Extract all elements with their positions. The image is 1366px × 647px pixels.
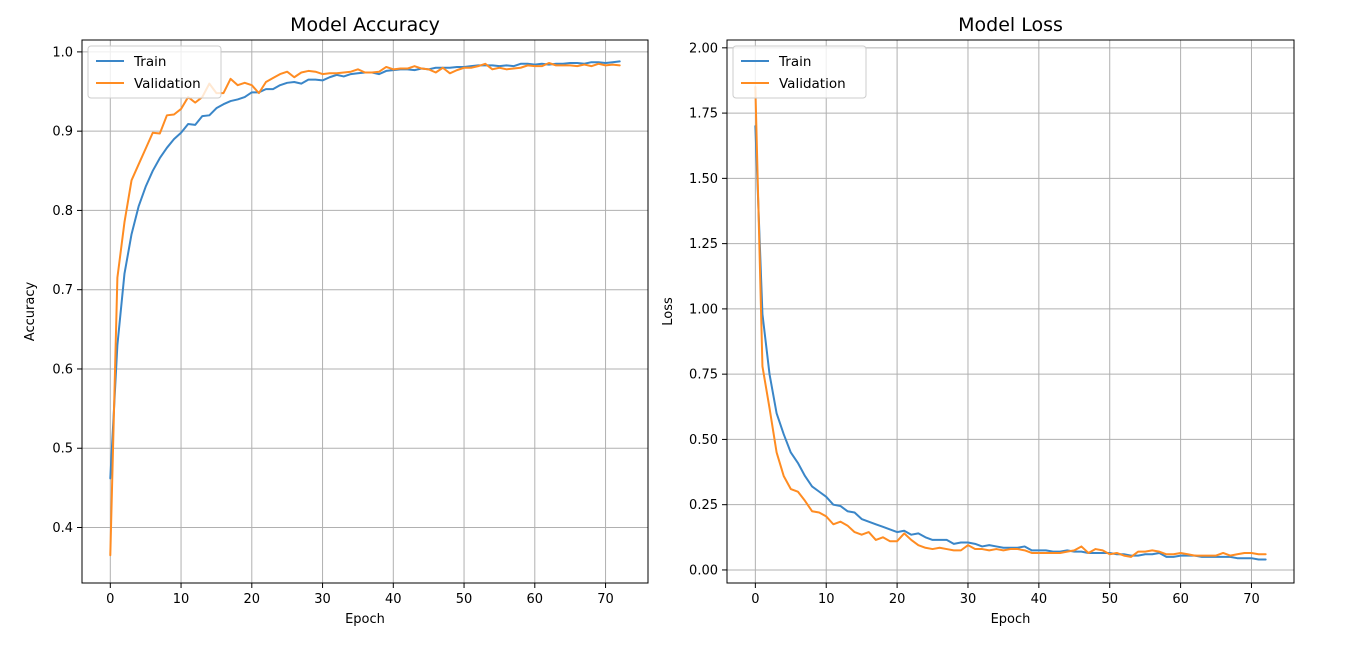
loss-legend-box bbox=[732, 45, 867, 99]
loss-x-tick-label: 10 bbox=[818, 592, 835, 607]
loss-y-tick-label: 2.00 bbox=[689, 41, 718, 56]
accuracy-legend-box bbox=[87, 45, 222, 99]
accuracy-y-tick-label: 0.7 bbox=[52, 283, 73, 298]
accuracy-y-tick-label: 1.0 bbox=[52, 45, 73, 60]
accuracy-validation-line bbox=[109, 61, 621, 557]
loss-grid bbox=[727, 40, 1294, 583]
loss-y-tick-label: 0.75 bbox=[689, 368, 718, 383]
loss-y-tick-label: 1.00 bbox=[689, 302, 718, 317]
accuracy-x-tick-label: 0 bbox=[106, 592, 114, 607]
loss-x-tick-label: 50 bbox=[1101, 592, 1118, 607]
accuracy-x-tick-label: 30 bbox=[314, 592, 331, 607]
loss-legend-label-validation: Validation bbox=[779, 76, 846, 92]
accuracy-x-tick-label: 70 bbox=[597, 592, 614, 607]
accuracy-chart: 0 10 20 30 40 50 60 70 0.4 0.5 0.6 0.7 0.8 0.9 1.0 Mode… bbox=[23, 14, 649, 627]
loss-series bbox=[754, 85, 1267, 561]
accuracy-x-tick-label: 60 bbox=[527, 592, 544, 607]
loss-y-tick-label: 0.25 bbox=[689, 498, 718, 513]
loss-x-tick-label: 60 bbox=[1172, 592, 1189, 607]
loss-y-ticks: 0.00 0.25 0.50 0.75 1.00 1.25 1.50 1.75 2.00 bbox=[689, 41, 727, 578]
loss-x-tick-label: 40 bbox=[1031, 592, 1048, 607]
accuracy-x-tick-label: 10 bbox=[173, 592, 190, 607]
accuracy-legend-label-validation: Validation bbox=[134, 76, 201, 92]
loss-x-tick-label: 70 bbox=[1243, 592, 1260, 607]
loss-y-axis-label: Loss bbox=[661, 297, 676, 326]
accuracy-train-line bbox=[109, 60, 621, 480]
loss-x-tick-label: 20 bbox=[889, 592, 906, 607]
accuracy-series bbox=[109, 60, 621, 557]
loss-x-axis-label: Epoch bbox=[991, 612, 1031, 627]
loss-validation-line bbox=[754, 85, 1267, 558]
loss-legend-label-train: Train bbox=[778, 54, 811, 70]
accuracy-y-axis-label: Accuracy bbox=[23, 282, 38, 342]
accuracy-plot-frame bbox=[81, 39, 649, 584]
accuracy-x-tick-label: 40 bbox=[385, 592, 402, 607]
loss-legend: Train Validation bbox=[732, 45, 867, 99]
accuracy-y-tick-label: 0.4 bbox=[52, 521, 73, 536]
loss-x-ticks: 0 10 20 30 40 50 60 70 bbox=[751, 583, 1260, 607]
accuracy-legend-label-train: Train bbox=[133, 54, 166, 70]
loss-chart: 0 10 20 30 40 50 60 70 0.00 0.25 0.50 0.75 1.00 1.25 1… bbox=[661, 14, 1295, 627]
loss-title: Model Loss bbox=[958, 14, 1063, 36]
loss-train-line bbox=[754, 125, 1267, 561]
loss-y-tick-label: 1.50 bbox=[689, 172, 718, 187]
loss-y-tick-label: 0.00 bbox=[689, 563, 718, 578]
accuracy-x-tick-label: 20 bbox=[244, 592, 261, 607]
loss-y-tick-label: 1.75 bbox=[689, 107, 718, 122]
loss-y-tick-label: 0.50 bbox=[689, 433, 718, 448]
accuracy-legend: Train Validation bbox=[87, 45, 222, 99]
accuracy-y-tick-label: 0.6 bbox=[52, 362, 73, 377]
accuracy-x-tick-label: 50 bbox=[456, 592, 473, 607]
loss-x-tick-label: 30 bbox=[960, 592, 977, 607]
loss-plot-frame bbox=[726, 39, 1295, 584]
accuracy-x-ticks: 0 10 20 30 40 50 60 70 bbox=[106, 583, 614, 607]
accuracy-y-tick-label: 0.9 bbox=[52, 125, 73, 140]
accuracy-x-axis-label: Epoch bbox=[345, 612, 385, 627]
accuracy-y-tick-label: 0.5 bbox=[52, 442, 73, 457]
accuracy-title: Model Accuracy bbox=[290, 14, 440, 36]
loss-x-tick-label: 0 bbox=[751, 592, 759, 607]
accuracy-y-tick-label: 0.8 bbox=[52, 204, 73, 219]
accuracy-y-ticks: 0.4 0.5 0.6 0.7 0.8 0.9 1.0 bbox=[52, 45, 82, 536]
accuracy-grid bbox=[82, 40, 648, 583]
loss-y-tick-label: 1.25 bbox=[689, 237, 718, 252]
